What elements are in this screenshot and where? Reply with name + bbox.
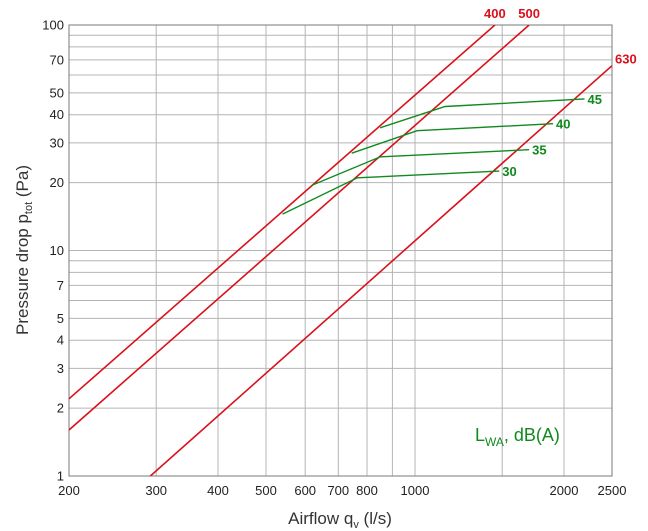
series-label-400: 400 [484,6,506,21]
x-tick-label: 700 [327,483,349,498]
x-tick-label: 800 [356,483,378,498]
y-tick-label: 30 [50,135,64,150]
y-axis-title: Pressure drop ptot (Pa) [13,165,35,335]
series-line-630 [149,65,612,476]
noise-level-lines [282,98,585,215]
y-tick-label: 50 [50,85,64,100]
annotation-sub: WA [485,435,504,449]
x-axis-title-main: Airflow q [288,509,353,528]
sound-power-annotation: LWA, dB(A) [475,425,560,449]
x-tick-label: 2500 [598,483,627,498]
noise-label-45: 45 [588,92,602,107]
x-tick-label: 400 [207,483,229,498]
y-tick-label: 10 [50,243,64,258]
y-tick-label: 5 [57,311,64,326]
y-axis-title-sub: tot [23,202,35,214]
x-tick-label: 600 [294,483,316,498]
noise-label-35: 35 [532,143,546,158]
x-axis-title-sub: v [353,519,359,531]
tick-labels: 200 300 400 500 600 700 800 1000 2000 25001234571… [42,18,626,499]
x-axis-title: Airflow qv (l/s) [288,509,392,531]
y-axis-title-main: Pressure drop p [13,214,32,335]
noise-label-40: 40 [556,117,570,132]
y-axis-title-unit: (Pa) [13,165,32,202]
noise-line-45 [379,98,585,129]
annotation-main: L [475,425,485,445]
y-tick-label: 3 [57,361,64,376]
x-tick-label: 2000 [550,483,579,498]
x-axis-title-unit: (l/s) [359,509,392,528]
noise-line-40 [351,123,554,154]
y-tick-label: 20 [50,175,64,190]
y-tick-label: 2 [57,401,64,416]
noise-line-30 [282,170,500,215]
y-tick-label: 7 [57,278,64,293]
annotation-rest: , dB(A) [504,425,560,445]
grid [68,24,613,477]
y-tick-label: 1 [57,469,64,484]
x-tick-label: 200 [58,483,80,498]
x-tick-label: 300 [145,483,167,498]
x-tick-label: 500 [255,483,277,498]
y-tick-label: 40 [50,107,64,122]
series-label-630: 630 [615,52,637,67]
series-label-500: 500 [518,6,540,21]
y-tick-label: 4 [57,333,64,348]
noise-label-30: 30 [502,164,516,179]
plot-frame [68,24,613,477]
y-tick-label: 100 [42,18,64,33]
series-labels: 400 500 630 30 35 40 45 [484,6,637,179]
noise-line-35 [311,149,530,186]
x-tick-label: 1000 [401,483,430,498]
y-tick-label: 70 [50,52,64,67]
series-line-400 [69,25,496,400]
duct-size-lines [69,25,612,476]
series-line-500 [69,25,530,431]
